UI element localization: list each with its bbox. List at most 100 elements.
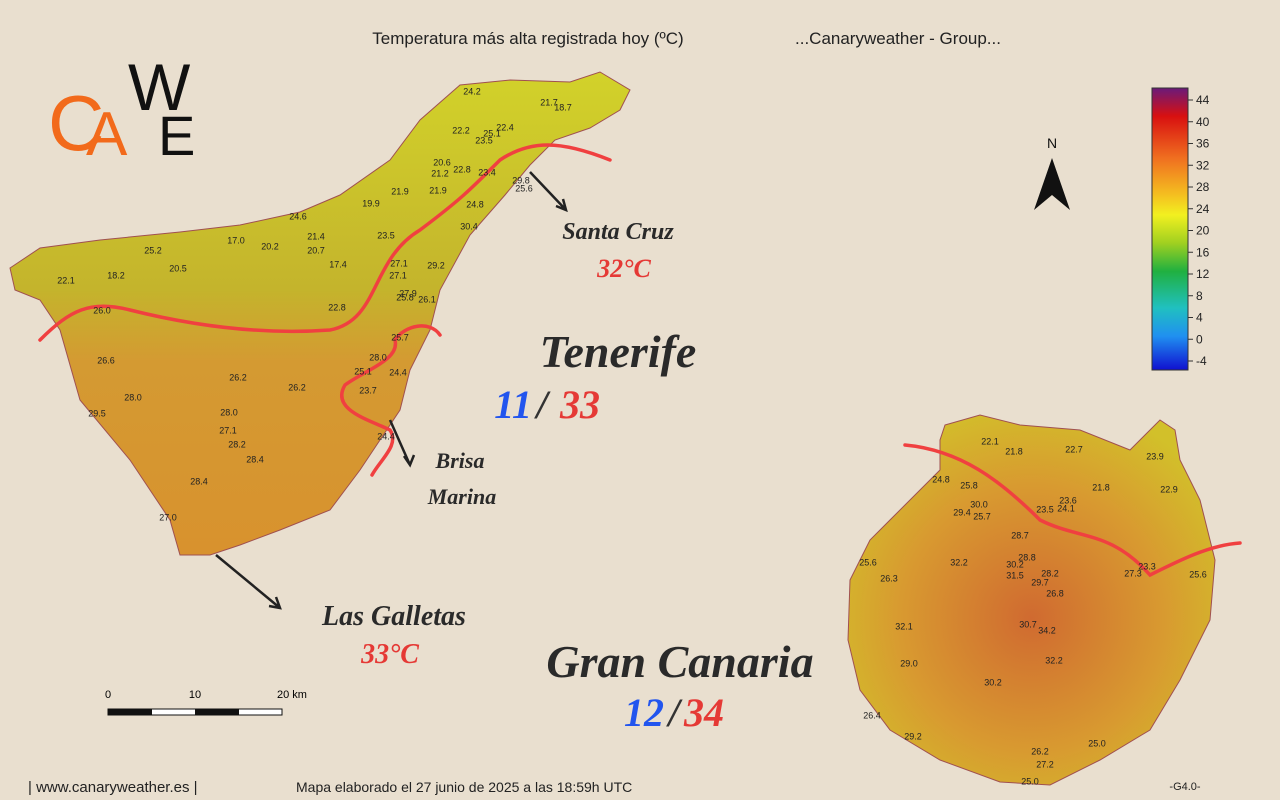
tenerife-island <box>9 71 631 556</box>
scale-label: 20 km <box>277 689 307 701</box>
title: Temperatura más alta registrada hoy (ºC) <box>372 29 683 48</box>
station-temp: 20.5 <box>169 263 187 273</box>
station-temp: 18.7 <box>554 102 572 112</box>
station-temp: 26.0 <box>93 305 111 315</box>
station-temp: 28.7 <box>1011 530 1029 540</box>
station-temp: 25.6 <box>515 183 533 193</box>
station-temp: 22.7 <box>1065 444 1083 454</box>
logo-letter: C <box>48 79 104 167</box>
station-temp: 26.2 <box>1031 746 1049 756</box>
station-temp: 32.1 <box>895 621 913 631</box>
station-temp: 29.2 <box>904 731 922 741</box>
station-temp: 23.5 <box>377 230 395 240</box>
station-temp: 21.8 <box>1092 482 1110 492</box>
footer-site: | www.canaryweather.es | <box>28 779 198 796</box>
station-temp: 27.3 <box>1124 568 1142 578</box>
station-temp: 29.4 <box>953 507 971 517</box>
station-temp: 30.7 <box>1019 619 1037 629</box>
station-temp: 27.1 <box>389 270 407 280</box>
colorbar-label: 16 <box>1196 245 1210 259</box>
station-temp: 26.2 <box>229 372 247 382</box>
station-temp: 24.8 <box>932 474 950 484</box>
footer-version: -G4.0- <box>1169 781 1201 793</box>
island-name: Tenerife <box>540 326 697 377</box>
min-temp: 12 <box>624 690 664 735</box>
logo-letter: A <box>86 100 128 169</box>
separator: / <box>665 690 683 735</box>
station-temp: 27.1 <box>390 258 408 268</box>
north-arrow <box>1034 158 1070 210</box>
colorbar-label: 24 <box>1196 202 1210 216</box>
station-temp: 29.8 <box>512 175 530 185</box>
station-temp: 29.0 <box>900 658 918 668</box>
station-temp: 26.1 <box>418 294 436 304</box>
station-temp: 31.5 <box>1006 570 1024 580</box>
station-temp: 22.9 <box>1160 484 1178 494</box>
gran-canaria-island <box>847 414 1216 786</box>
station-temp: 25.7 <box>973 511 991 521</box>
station-temp: 25.1 <box>483 128 501 138</box>
front-lines <box>38 143 1242 578</box>
separator: / <box>533 382 551 427</box>
footer-date: Mapa elaborado el 27 junio de 2025 a las… <box>296 779 632 795</box>
station-temp: 25.1 <box>354 366 372 376</box>
station-temp: 25.8 <box>960 480 978 490</box>
arrows <box>215 171 568 610</box>
station-temp: 26.4 <box>863 710 881 720</box>
place-name: Santa Cruz <box>562 219 674 245</box>
station-temp: 26.6 <box>97 355 115 365</box>
station-temp: 24.6 <box>289 211 307 221</box>
scale-bar: 0 10 20 km <box>105 689 307 716</box>
station-temp: 23.9 <box>1146 451 1164 461</box>
station-temp: 28.2 <box>228 439 246 449</box>
source: ...Canaryweather - Group... <box>795 29 1001 48</box>
station-temp: 29.2 <box>427 260 445 270</box>
colorbar-label: 12 <box>1196 267 1210 281</box>
colorbar-label: -4 <box>1196 354 1207 368</box>
station-temp: 22.1 <box>57 275 75 285</box>
station-temp: 24.1 <box>1057 503 1075 513</box>
scale-label: 0 <box>105 689 111 701</box>
colorbar-label: 4 <box>1196 311 1203 325</box>
station-temp: 20.7 <box>307 245 325 255</box>
station-temp: 30.2 <box>984 677 1002 687</box>
station-temp: 26.3 <box>880 573 898 583</box>
station-temp: 17.0 <box>227 235 245 245</box>
station-temp: 21.8 <box>1005 446 1023 456</box>
colorbar <box>1151 87 1189 371</box>
station-temp: 27.2 <box>1036 759 1054 769</box>
station-temp: 21.9 <box>391 186 409 196</box>
station-temp: 24.4 <box>377 431 395 441</box>
min-temp: 11 <box>494 382 532 427</box>
station-temp: 28.0 <box>220 407 238 417</box>
station-temp: 25.6 <box>859 557 877 567</box>
station-temp: 30.0 <box>970 499 988 509</box>
station-temp: 21.2 <box>431 168 449 178</box>
colorbar-label: 0 <box>1196 332 1203 346</box>
colorbar-label: 36 <box>1196 137 1210 151</box>
colorbar-label: 8 <box>1196 289 1203 303</box>
station-temp: 21.4 <box>307 231 325 241</box>
station-temp: 25.0 <box>1021 776 1039 786</box>
station-temp: 22.1 <box>981 436 999 446</box>
station-temp: 25.8 <box>396 292 414 302</box>
scale-label: 10 <box>189 689 201 701</box>
colorbar-label: 40 <box>1196 115 1210 129</box>
colorbar-label: 44 <box>1196 93 1210 107</box>
station-temp: 30.4 <box>460 221 478 231</box>
station-temp: 24.4 <box>389 367 407 377</box>
station-temp: 26.2 <box>288 382 306 392</box>
station-temp: 30.2 <box>1006 559 1024 569</box>
station-temp: 23.4 <box>478 167 496 177</box>
station-temp: 25.7 <box>391 332 409 342</box>
station-temp: 28.4 <box>190 476 208 486</box>
colorbar-label: 28 <box>1196 180 1210 194</box>
station-temp: 22.2 <box>452 125 470 135</box>
station-temp: 28.2 <box>1041 568 1059 578</box>
place-name: Marina <box>427 484 496 509</box>
station-temp: 25.6 <box>1189 569 1207 579</box>
station-temp: 22.4 <box>496 122 514 132</box>
colorbar-label: 20 <box>1196 224 1210 238</box>
station-temp: 29.7 <box>1031 577 1049 587</box>
station-temp: 18.2 <box>107 270 125 280</box>
